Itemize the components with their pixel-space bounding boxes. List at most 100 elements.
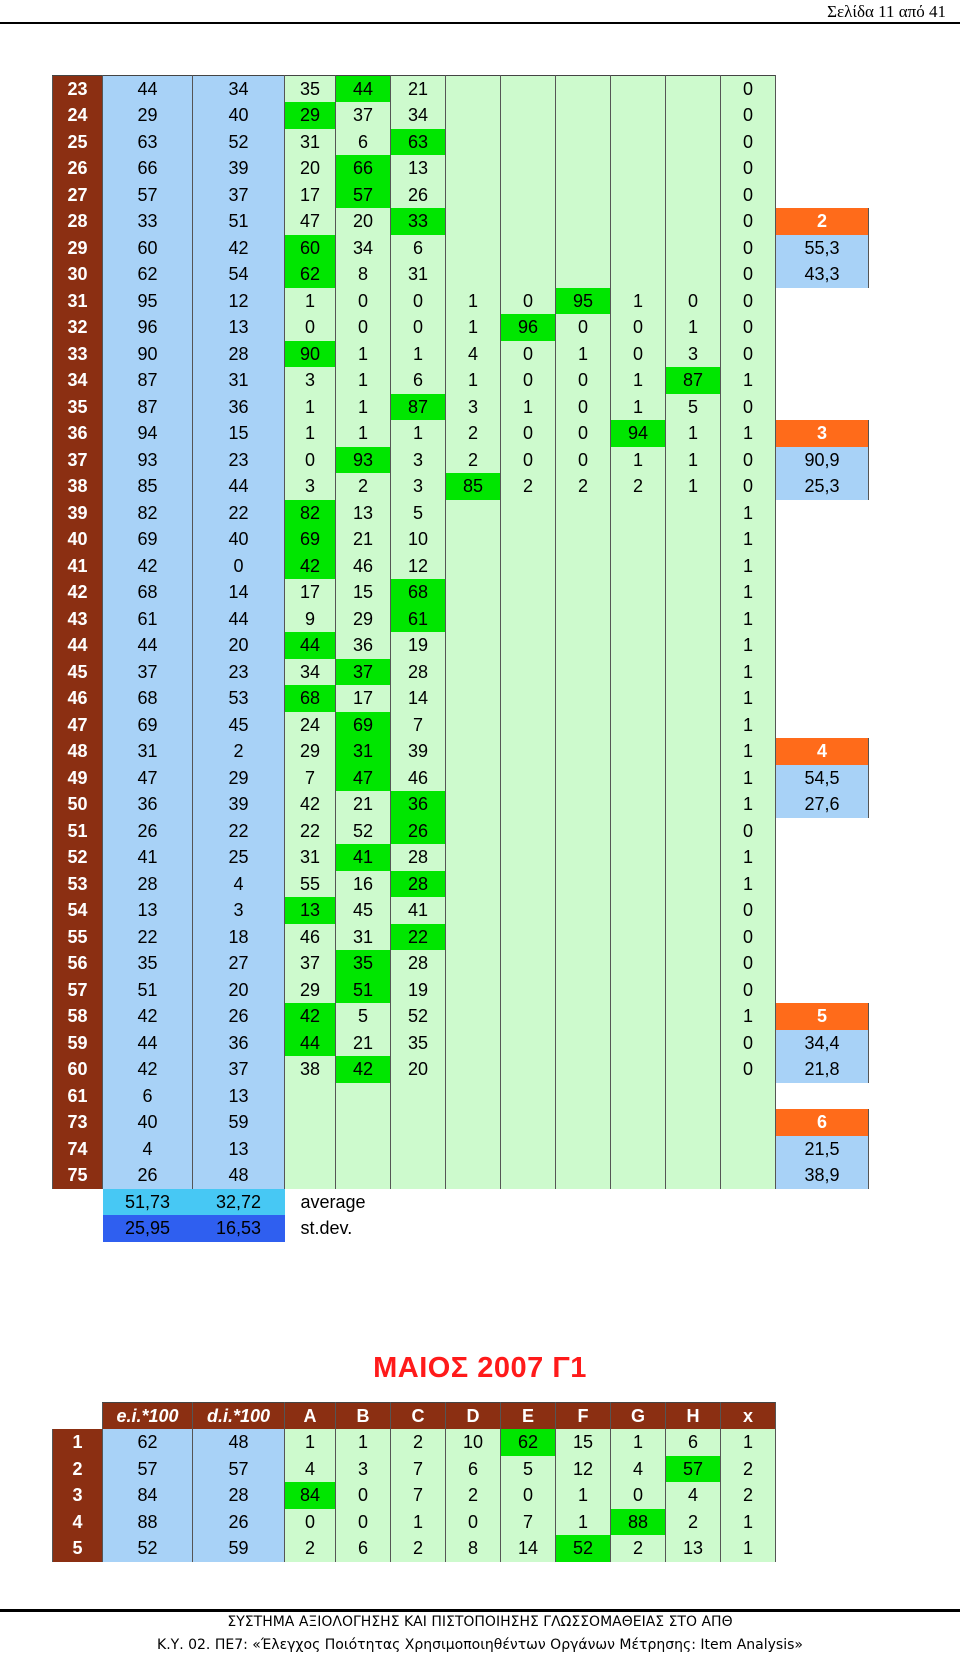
- ei-value: 6: [102, 1082, 193, 1109]
- option-h-value: [665, 526, 721, 553]
- option-a-value: 69: [284, 526, 336, 553]
- option-g-value: 0: [610, 314, 666, 341]
- option-e-value: [500, 791, 556, 818]
- ei-value: 82: [102, 499, 193, 526]
- option-c-value: 41: [390, 897, 446, 924]
- option-e-value: 14: [500, 1535, 556, 1562]
- option-g-value: [610, 526, 666, 553]
- table-row: 5 52 59 2 6 2 8 14 52 2 13 1: [52, 1535, 869, 1562]
- option-e-value: [500, 658, 556, 685]
- option-e-value: [500, 632, 556, 659]
- item-number: 58: [52, 1003, 103, 1030]
- option-f-value: [555, 950, 611, 977]
- table-row: 46 68 53 68 17 14 1: [52, 685, 869, 712]
- option-e-value: 1: [500, 393, 556, 420]
- di-value: 37: [192, 1056, 285, 1083]
- option-h-value: 87: [665, 367, 721, 394]
- option-c-value: 14: [390, 685, 446, 712]
- x-value: [720, 1109, 776, 1136]
- option-e-value: [500, 181, 556, 208]
- option-e-value: [500, 764, 556, 791]
- option-b-value: [335, 1082, 391, 1109]
- option-e-value: 62: [500, 1429, 556, 1456]
- option-h-value: 3: [665, 340, 721, 367]
- di-value: 31: [192, 367, 285, 394]
- ei-value: 44: [102, 1029, 193, 1056]
- statistic-cell: [776, 314, 869, 341]
- option-c-value: 28: [390, 844, 446, 871]
- ei-value: 90: [102, 340, 193, 367]
- option-f-value: 1: [555, 340, 611, 367]
- statistic-cell: [776, 871, 869, 898]
- x-value: 2: [720, 1455, 776, 1482]
- option-f-value: [555, 1135, 611, 1162]
- option-g-value: 94: [610, 420, 666, 447]
- option-d-value: [445, 552, 501, 579]
- x-value: 0: [720, 75, 776, 102]
- option-e-value: [500, 155, 556, 182]
- statistic-cell: [776, 553, 869, 580]
- option-h-value: [665, 552, 721, 579]
- option-h-value: 1: [665, 473, 721, 500]
- di-value: 22: [192, 499, 285, 526]
- table-row: 31 95 12 1 0 0 1 0 95 1 0 0: [52, 287, 869, 314]
- option-d-value: [445, 1135, 501, 1162]
- x-value: 0: [720, 261, 776, 288]
- x-value: 1: [720, 791, 776, 818]
- option-a-value: 1: [284, 1429, 336, 1456]
- di-value: 14: [192, 579, 285, 606]
- option-g-value: 2: [610, 1535, 666, 1562]
- option-a-value: [284, 1082, 336, 1109]
- table-row: 50 36 39 42 21 36 1 27,6: [52, 791, 869, 818]
- option-a-value: 29: [284, 102, 336, 129]
- option-a-value: 60: [284, 234, 336, 261]
- option-f-value: [555, 1082, 611, 1109]
- option-b-value: 16: [335, 870, 391, 897]
- option-c-value: 26: [390, 181, 446, 208]
- option-a-value: 84: [284, 1482, 336, 1509]
- option-a-value: 22: [284, 817, 336, 844]
- option-h-value: 2: [665, 1508, 721, 1535]
- option-h-value: [665, 976, 721, 1003]
- x-value: 0: [720, 473, 776, 500]
- x-value: 0: [720, 155, 776, 182]
- ei-value: 37: [102, 658, 193, 685]
- ei-value: 29: [102, 102, 193, 129]
- di-value: 45: [192, 711, 285, 738]
- di-value: 23: [192, 446, 285, 473]
- statistic-cell: [776, 844, 869, 871]
- option-b-value: 47: [335, 764, 391, 791]
- option-e-value: [500, 685, 556, 712]
- di-value: 20: [192, 632, 285, 659]
- option-h-value: [665, 234, 721, 261]
- table-row: 32 96 13 0 0 0 1 96 0 0 1 0: [52, 314, 869, 341]
- option-d-value: 1: [445, 314, 501, 341]
- option-c-value: 7: [390, 711, 446, 738]
- option-b-value: 31: [335, 738, 391, 765]
- option-f-value: [555, 234, 611, 261]
- option-f-value: [555, 632, 611, 659]
- x-value: 1: [720, 552, 776, 579]
- option-g-value: 2: [610, 473, 666, 500]
- option-h-value: 1: [665, 420, 721, 447]
- option-f-value: [555, 526, 611, 553]
- option-b-value: 45: [335, 897, 391, 924]
- item-number: 26: [52, 155, 103, 182]
- option-c-value: [390, 1135, 446, 1162]
- ei-value: 51: [102, 976, 193, 1003]
- x-value: 0: [720, 208, 776, 235]
- option-e-value: 0: [500, 420, 556, 447]
- option-c-value: 0: [390, 314, 446, 341]
- di-value: 36: [192, 1029, 285, 1056]
- option-g-value: [610, 1162, 666, 1189]
- option-e-value: 5: [500, 1455, 556, 1482]
- option-a-value: 46: [284, 923, 336, 950]
- option-d-value: 2: [445, 1482, 501, 1509]
- option-a-value: 31: [284, 844, 336, 871]
- option-g-value: [610, 128, 666, 155]
- option-f-value: 0: [555, 420, 611, 447]
- option-c-value: 28: [390, 950, 446, 977]
- table-row: 54 13 3 13 45 41 0: [52, 897, 869, 924]
- option-a-value: 29: [284, 976, 336, 1003]
